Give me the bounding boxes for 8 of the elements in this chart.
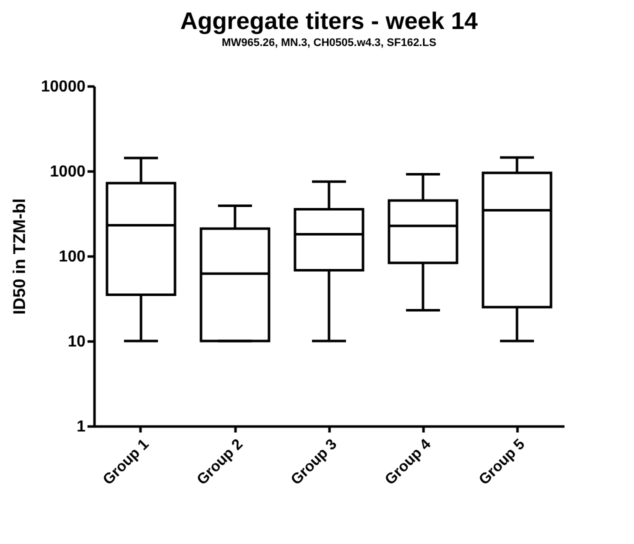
y-tick-label: 100 (58, 248, 86, 266)
y-tick-label: 10000 (41, 78, 86, 96)
y-tick-label: 1000 (50, 164, 86, 180)
y-tick-label: 10 (68, 334, 86, 350)
chart-title: Aggregate titers - week 14 (180, 8, 478, 35)
y-tick-label: 1 (76, 418, 86, 436)
chart-subtitle: MW965.26, MN.3, CH0505.w4.3, SF162.LS (222, 37, 436, 49)
y-axis-title: ID50 in TZM-bl (10, 198, 30, 315)
